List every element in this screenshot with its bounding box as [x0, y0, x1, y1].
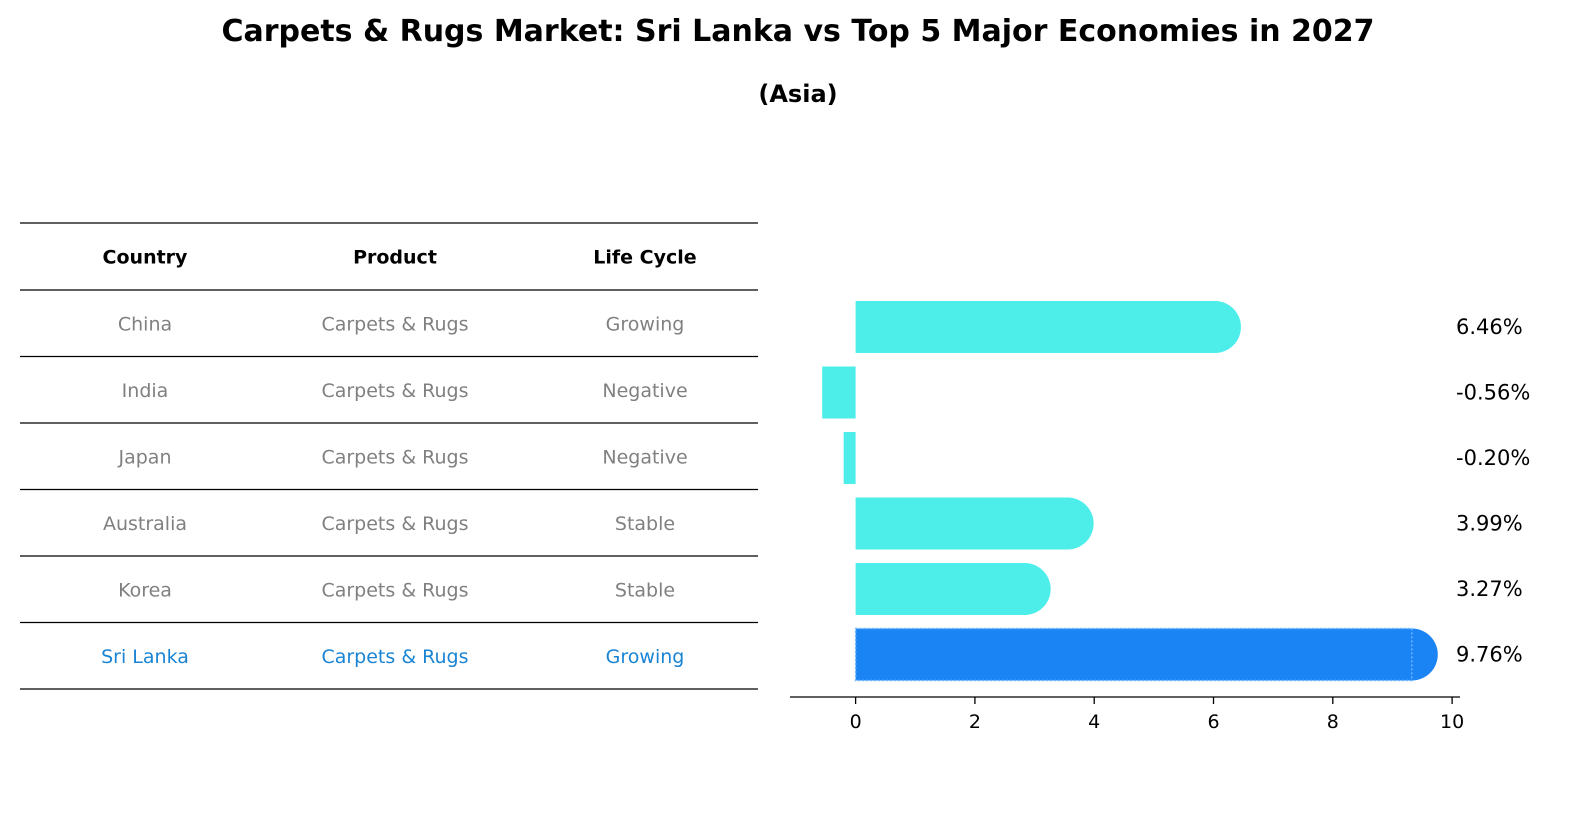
bar-india	[822, 366, 856, 419]
table-header-cell: Product	[353, 247, 437, 269]
table-row: Sri Lanka Carpets & Rugs Growing	[101, 646, 684, 668]
table-cell-life-cycle: Stable	[615, 579, 675, 601]
bar-cap	[1188, 301, 1241, 353]
value-label: -0.20%	[1456, 446, 1530, 470]
table-row: Japan Carpets & Rugs Negative	[118, 446, 688, 468]
bar-body	[855, 563, 1025, 615]
bar-china	[855, 301, 1241, 353]
table-cell-country: India	[122, 380, 169, 402]
bar-cap	[1385, 628, 1438, 681]
bar-body	[855, 628, 1412, 681]
table-row: China Carpets & Rugs Growing	[118, 313, 684, 335]
table-cell-life-cycle: Growing	[606, 313, 685, 335]
table-row: Korea Carpets & Rugs Stable	[118, 579, 675, 601]
table-header-cell: Country	[103, 247, 189, 269]
value-label: 9.76%	[1456, 643, 1523, 667]
table-cell-product: Carpets & Rugs	[321, 646, 468, 668]
value-label: 6.46%	[1456, 315, 1523, 339]
bar-sri-lanka	[854, 627, 1438, 682]
value-label: 3.99%	[1456, 512, 1523, 536]
table-cell-life-cycle: Growing	[606, 646, 685, 668]
table-cell-product: Carpets & Rugs	[321, 446, 468, 468]
bar-korea	[855, 563, 1051, 615]
bar-australia	[855, 497, 1094, 550]
table-cell-country: Sri Lanka	[101, 646, 189, 668]
bar-japan	[843, 432, 856, 484]
x-tick-label: 4	[1088, 711, 1100, 733]
value-label: 3.27%	[1456, 577, 1523, 601]
bar-body	[855, 301, 1215, 353]
x-tick-label: 10	[1440, 711, 1464, 733]
bar-cap	[1041, 497, 1094, 550]
x-tick-label: 2	[969, 711, 981, 733]
bar-cap	[998, 563, 1051, 615]
table-cell-country: Korea	[118, 579, 172, 601]
bar-body	[843, 432, 856, 484]
table-header-cell: Life Cycle	[593, 247, 696, 269]
table-cell-product: Carpets & Rugs	[321, 313, 468, 335]
table-cell-life-cycle: Stable	[615, 513, 675, 535]
bar-body	[822, 366, 856, 419]
chart-subtitle: (Asia)	[758, 80, 838, 108]
table-row: Australia Carpets & Rugs Stable	[103, 513, 675, 535]
chart-title: Carpets & Rugs Market: Sri Lanka vs Top …	[221, 14, 1375, 49]
table-cell-country: China	[118, 313, 172, 335]
x-tick-label: 8	[1327, 711, 1339, 733]
value-label: -0.56%	[1456, 381, 1530, 405]
table-cell-life-cycle: Negative	[602, 380, 687, 402]
table-row: India Carpets & Rugs Negative	[122, 380, 688, 402]
x-tick-label: 0	[850, 711, 862, 733]
table-cell-product: Carpets & Rugs	[321, 380, 468, 402]
table-cell-country: Australia	[103, 513, 187, 535]
table-cell-life-cycle: Negative	[602, 446, 687, 468]
table-cell-product: Carpets & Rugs	[321, 579, 468, 601]
table-cell-country: Japan	[118, 446, 172, 468]
table-cell-product: Carpets & Rugs	[321, 513, 468, 535]
data-table: Country Product Life Cycle China Carpets & R…	[20, 222, 758, 690]
bar-body	[855, 497, 1068, 550]
x-tick-label: 6	[1207, 711, 1219, 733]
